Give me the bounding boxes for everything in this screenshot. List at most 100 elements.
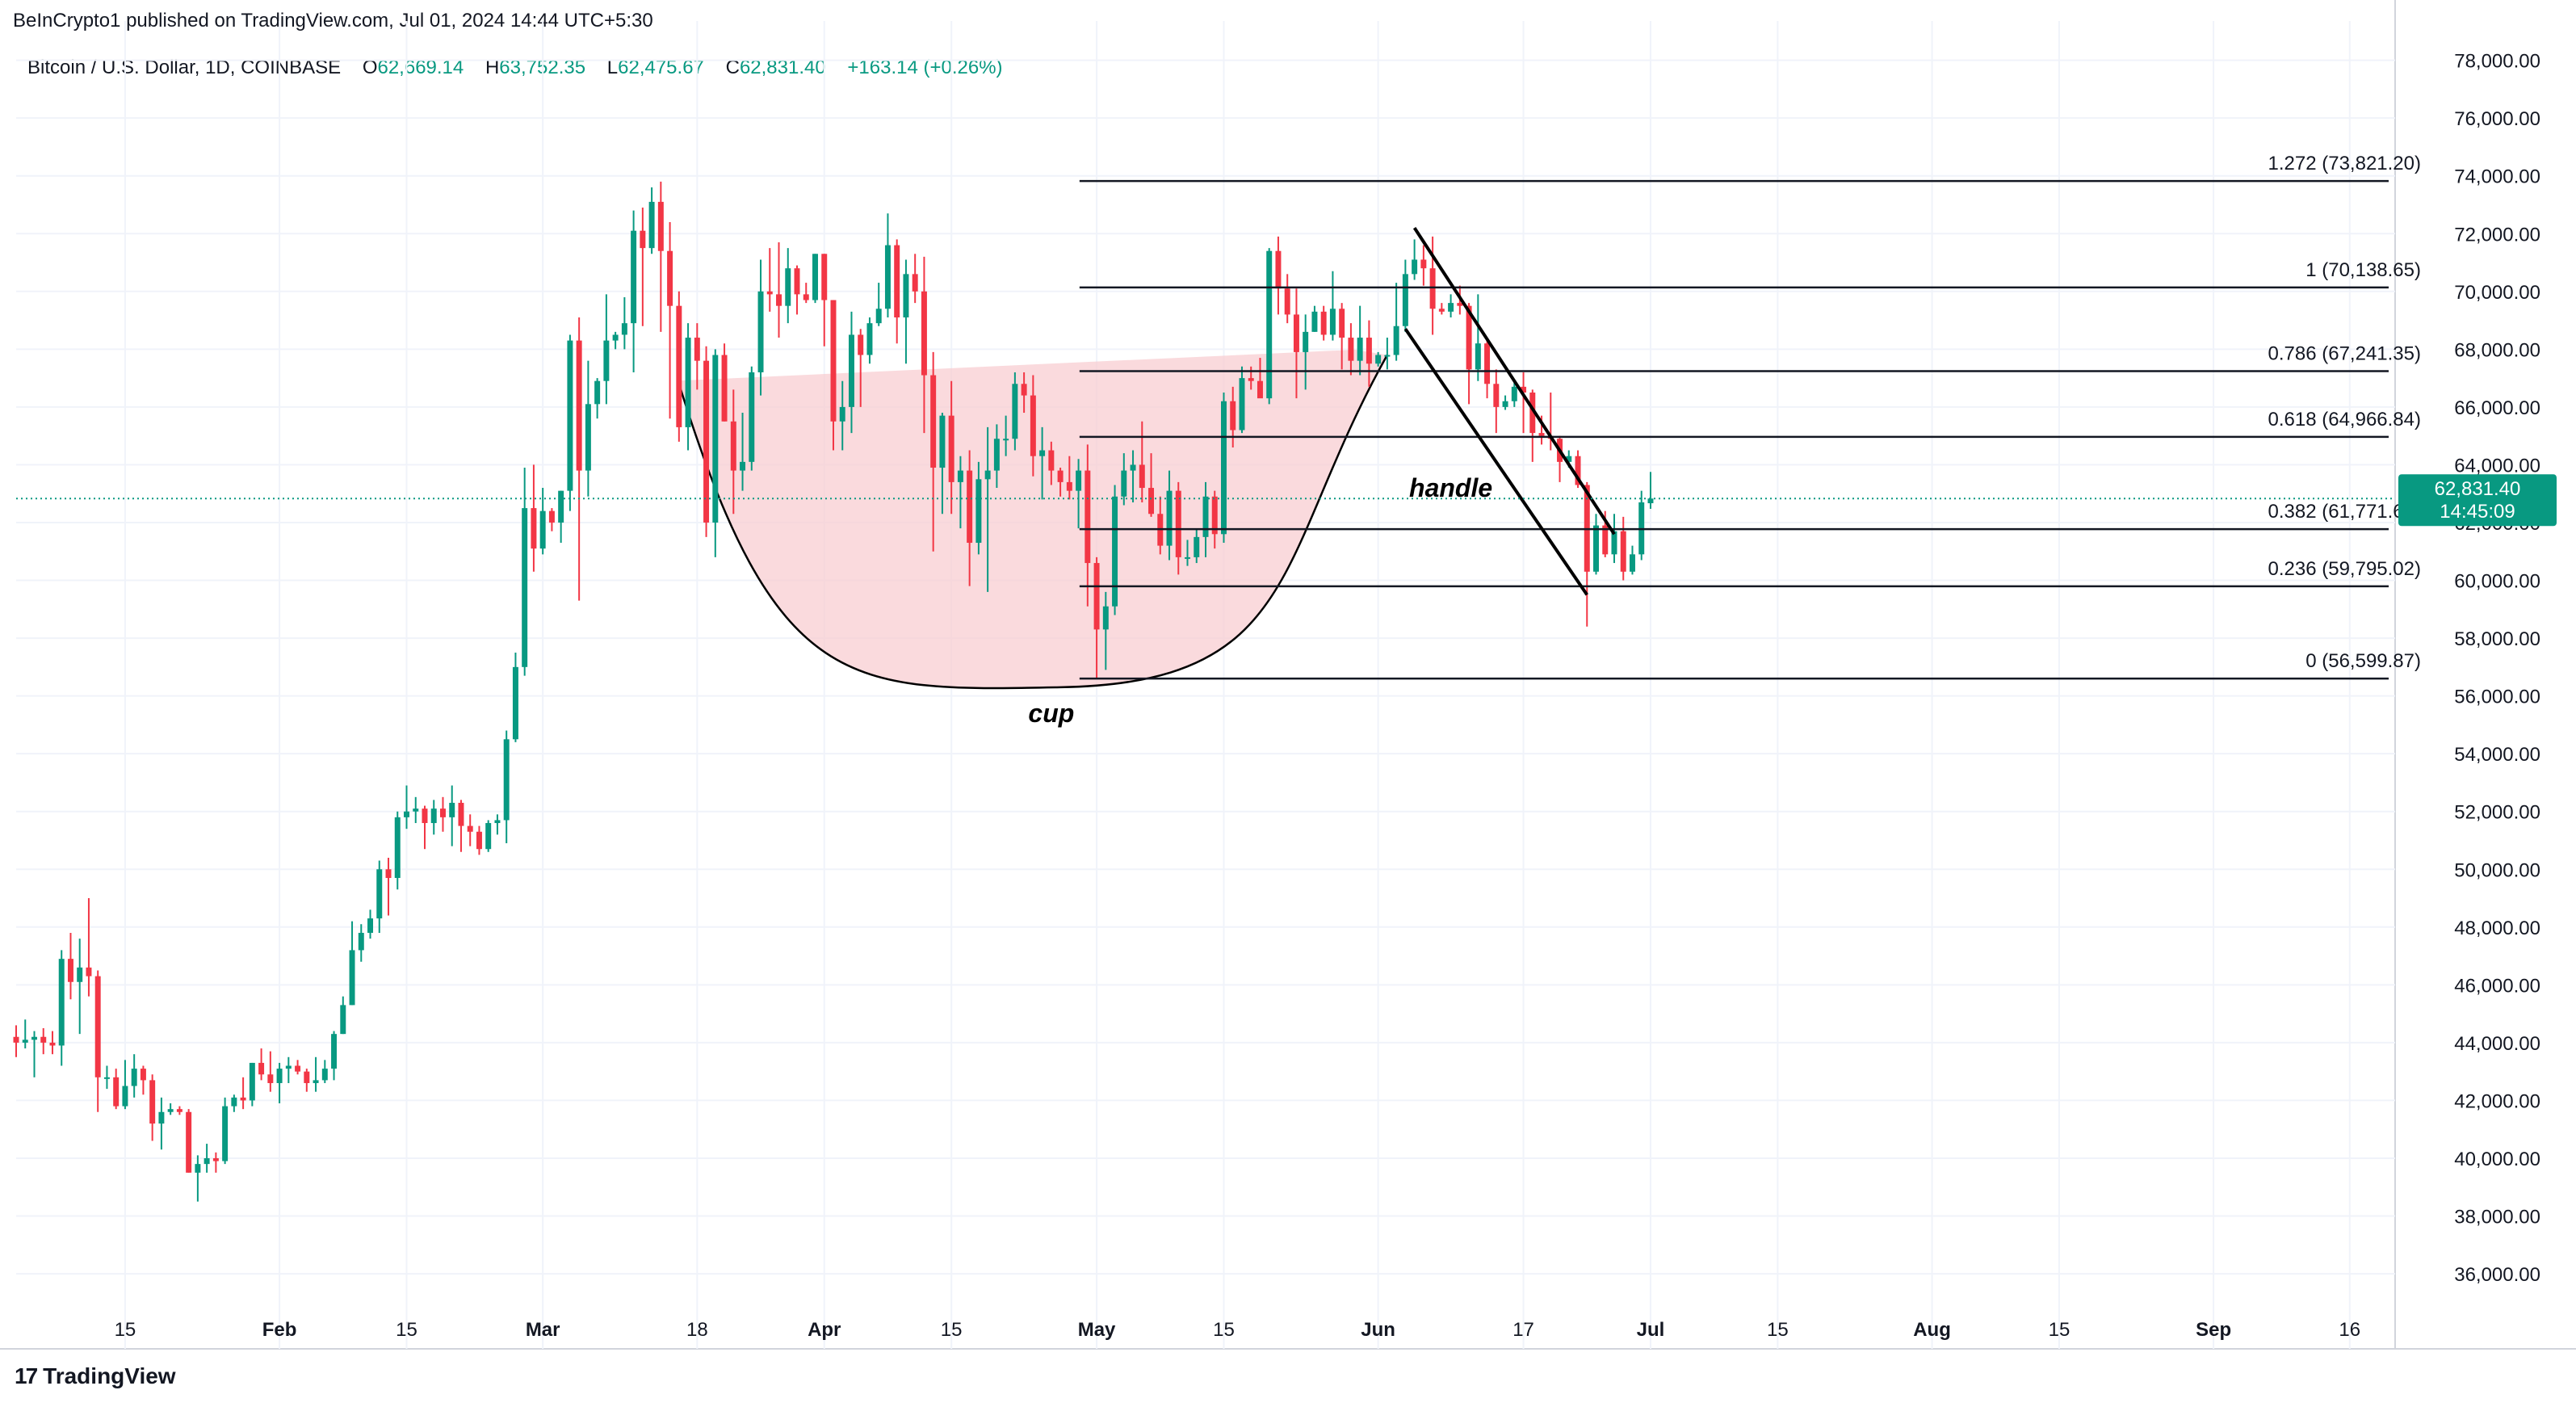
candle xyxy=(875,283,882,326)
candle-body xyxy=(567,340,573,491)
candle xyxy=(1366,320,1372,387)
candle-body xyxy=(1438,309,1445,312)
candle-body xyxy=(358,932,364,951)
candle-body xyxy=(31,1036,37,1040)
price-tick-label: 74,000.00 xyxy=(2454,166,2540,188)
candle xyxy=(794,265,800,315)
price-tick-label: 60,000.00 xyxy=(2454,571,2540,593)
candle-body xyxy=(1602,525,1609,555)
candle-body xyxy=(1339,309,1345,338)
candle xyxy=(22,1019,28,1049)
candle-body xyxy=(340,1005,346,1035)
cup-arc xyxy=(678,354,1388,690)
candle-body xyxy=(195,1164,201,1173)
candle xyxy=(631,210,637,372)
price-tick-label: 70,000.00 xyxy=(2454,282,2540,304)
candle-body xyxy=(1284,288,1290,315)
candle xyxy=(503,730,510,844)
candle-body xyxy=(231,1097,237,1107)
candle xyxy=(957,456,963,529)
candle xyxy=(1030,375,1036,477)
candle-body xyxy=(22,1040,28,1043)
candle xyxy=(930,351,937,552)
candle xyxy=(31,1031,37,1077)
candle-body xyxy=(531,508,537,549)
price-tick-label: 36,000.00 xyxy=(2454,1264,2540,1286)
candle-body xyxy=(858,334,864,355)
candle xyxy=(531,464,537,572)
candle xyxy=(903,259,909,364)
candle-body xyxy=(685,338,691,427)
candle xyxy=(703,346,710,537)
candle xyxy=(1085,444,1091,607)
candle xyxy=(803,283,809,304)
candle-body xyxy=(1566,456,1572,462)
candle-body xyxy=(331,1034,338,1069)
candle xyxy=(1166,470,1173,561)
candle xyxy=(1475,294,1481,381)
candle-body xyxy=(1248,378,1254,381)
time-tick-label: 15 xyxy=(2049,1319,2070,1341)
time-tick-label: Jun xyxy=(1361,1319,1395,1341)
candle xyxy=(1420,245,1427,286)
candle-body xyxy=(1211,496,1218,535)
candle-body xyxy=(794,268,800,295)
candle-body xyxy=(1484,343,1491,384)
candle xyxy=(439,796,446,832)
tradingview-logo[interactable]: 17 TradingView xyxy=(15,1363,176,1389)
candle xyxy=(967,450,973,586)
candle xyxy=(394,811,401,890)
candle xyxy=(648,187,655,254)
candle xyxy=(676,291,682,442)
candle xyxy=(304,1069,310,1092)
candle-body xyxy=(404,811,409,817)
candle xyxy=(1202,481,1209,557)
candle-body xyxy=(776,294,782,306)
candle xyxy=(231,1094,237,1112)
candle-body xyxy=(766,291,773,295)
candle-body xyxy=(648,201,655,249)
candle-body xyxy=(1393,326,1399,355)
candle-body xyxy=(1402,274,1408,326)
candle-body xyxy=(1475,343,1481,370)
candle xyxy=(313,1056,319,1092)
time-tick-label: Sep xyxy=(2196,1319,2231,1341)
candle-body xyxy=(430,808,437,824)
candle xyxy=(1066,456,1072,500)
candle-body xyxy=(612,334,619,341)
candle xyxy=(594,378,601,419)
candle-body xyxy=(839,406,845,422)
candle xyxy=(40,1028,47,1055)
candle-body xyxy=(176,1109,183,1112)
candle xyxy=(1575,450,1581,489)
candle xyxy=(1484,338,1491,399)
candle xyxy=(1148,453,1155,517)
candle xyxy=(766,248,773,312)
candle-body xyxy=(1320,311,1327,335)
price-tick-label: 56,000.00 xyxy=(2454,687,2540,708)
candle-body xyxy=(1202,496,1209,537)
high-label: H xyxy=(485,57,500,78)
candle xyxy=(858,329,864,407)
candle-body xyxy=(1311,311,1318,332)
candle-body xyxy=(1185,556,1190,559)
candle xyxy=(222,1097,229,1165)
published-caption: BeInCrypto1 published on TradingView.com… xyxy=(13,10,653,32)
candle xyxy=(404,785,409,830)
candle xyxy=(830,300,837,451)
candle xyxy=(340,996,346,1035)
candle-body xyxy=(984,470,991,480)
candle xyxy=(113,1069,120,1110)
candle-body xyxy=(522,508,528,667)
candle-body xyxy=(712,355,719,523)
candle xyxy=(1629,545,1635,575)
candle xyxy=(667,221,673,419)
candle-body xyxy=(385,869,392,878)
fib-level-label: 1 (70,138.65) xyxy=(2305,259,2421,281)
candle-body xyxy=(603,340,610,381)
candle-body xyxy=(1003,439,1009,441)
candle-body xyxy=(703,360,710,523)
candle xyxy=(467,814,473,846)
